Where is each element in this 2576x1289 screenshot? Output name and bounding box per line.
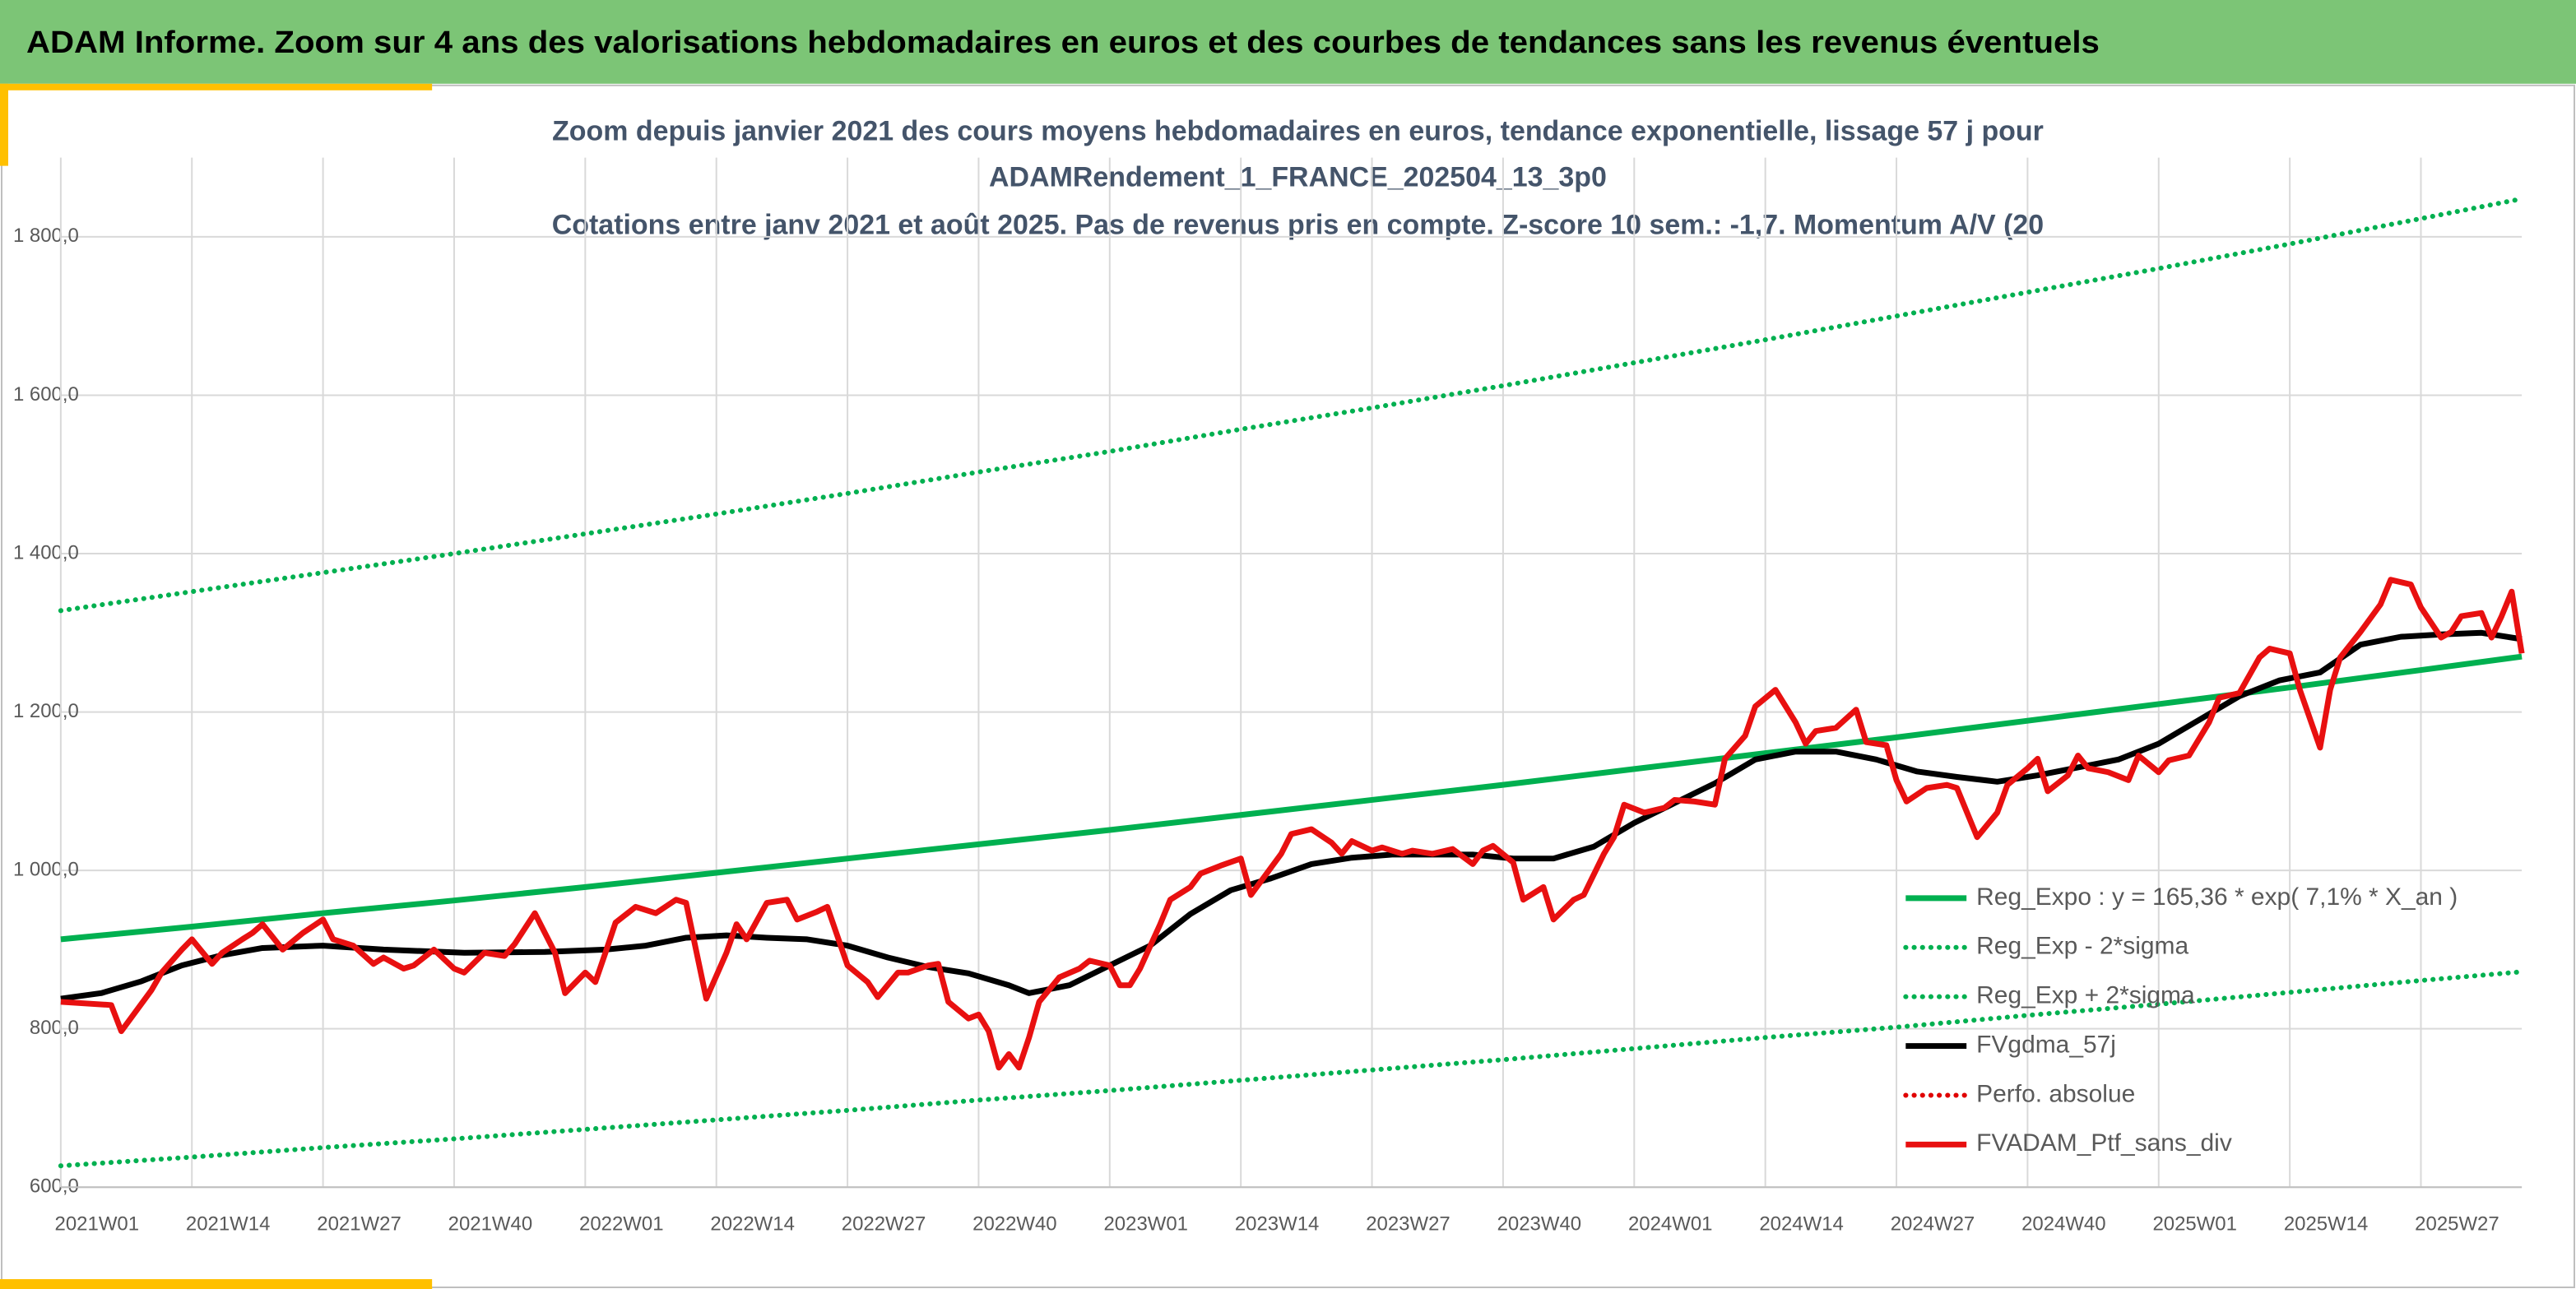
y-tick-label: 1 600,0: [13, 383, 79, 406]
legend-label: Perfo. absolue: [1976, 1080, 2135, 1107]
x-tick-label: 2022W40: [972, 1212, 1057, 1235]
y-tick-label: 1 400,0: [13, 541, 79, 563]
series-line: [58, 196, 2525, 614]
x-tick-label: 2022W01: [579, 1212, 664, 1235]
x-tick-label: 2023W27: [1366, 1212, 1450, 1235]
header-title: ADAM Informe. Zoom sur 4 ans des valoris…: [26, 26, 2100, 60]
x-tick-label: 2021W14: [186, 1212, 271, 1235]
chart-title: ADAMRendement_1_FRANCE_202504_13_3p0: [989, 162, 1607, 193]
y-tick-label: 600,0: [30, 1175, 79, 1198]
x-tick-label: 2025W01: [2152, 1212, 2237, 1235]
x-tick-label: 2021W40: [448, 1212, 533, 1235]
series-line: [58, 969, 2525, 1169]
x-tick-label: 2025W14: [2284, 1212, 2369, 1235]
accent: [0, 83, 433, 90]
y-tick-label: 800,0: [30, 1017, 79, 1039]
x-tick-label: 2023W01: [1104, 1212, 1189, 1235]
series-line: [60, 629, 2523, 1002]
x-tick-label: 2021W27: [317, 1212, 401, 1235]
x-tick-label: 2021W01: [55, 1212, 140, 1235]
header-bar: [0, 0, 2576, 84]
accent: [0, 1279, 433, 1289]
series-line: [60, 653, 2523, 943]
y-tick-label: 1 000,0: [13, 858, 79, 880]
chart-title: Cotations entre janv 2021 et août 2025. …: [552, 209, 2044, 240]
x-tick-label: 2024W14: [1759, 1212, 1844, 1235]
legend-label: Reg_Expo : y = 165,36 * exp( 7,1% * X_an…: [1976, 883, 2458, 911]
x-tick-label: 2024W40: [2021, 1212, 2106, 1235]
x-tick-label: 2025W27: [2415, 1212, 2499, 1235]
legend-background: [1896, 875, 2504, 1171]
y-tick-label: 1 800,0: [13, 225, 79, 247]
y-tick-label: 1 200,0: [13, 700, 79, 722]
x-tick-label: 2023W40: [1497, 1212, 1582, 1235]
chart-frame: [0, 84, 2576, 1289]
x-tick-label: 2024W27: [1891, 1212, 1975, 1235]
legend-label: Reg_Exp + 2*sigma: [1976, 982, 2195, 1009]
accent: [0, 83, 8, 166]
x-tick-label: 2022W27: [842, 1212, 926, 1235]
legend-label: FVgdma_57j: [1976, 1031, 2116, 1058]
legend-label: FVADAM_Ptf_sans_div: [1976, 1129, 2232, 1157]
series-line: [60, 577, 2525, 1071]
x-tick-label: 2024W01: [1628, 1212, 1713, 1235]
x-tick-label: 2023W14: [1235, 1212, 1320, 1235]
x-tick-label: 2022W14: [710, 1212, 795, 1235]
chart-title: Zoom depuis janvier 2021 des cours moyen…: [552, 116, 2044, 147]
legend-label: Reg_Exp - 2*sigma: [1976, 933, 2188, 960]
